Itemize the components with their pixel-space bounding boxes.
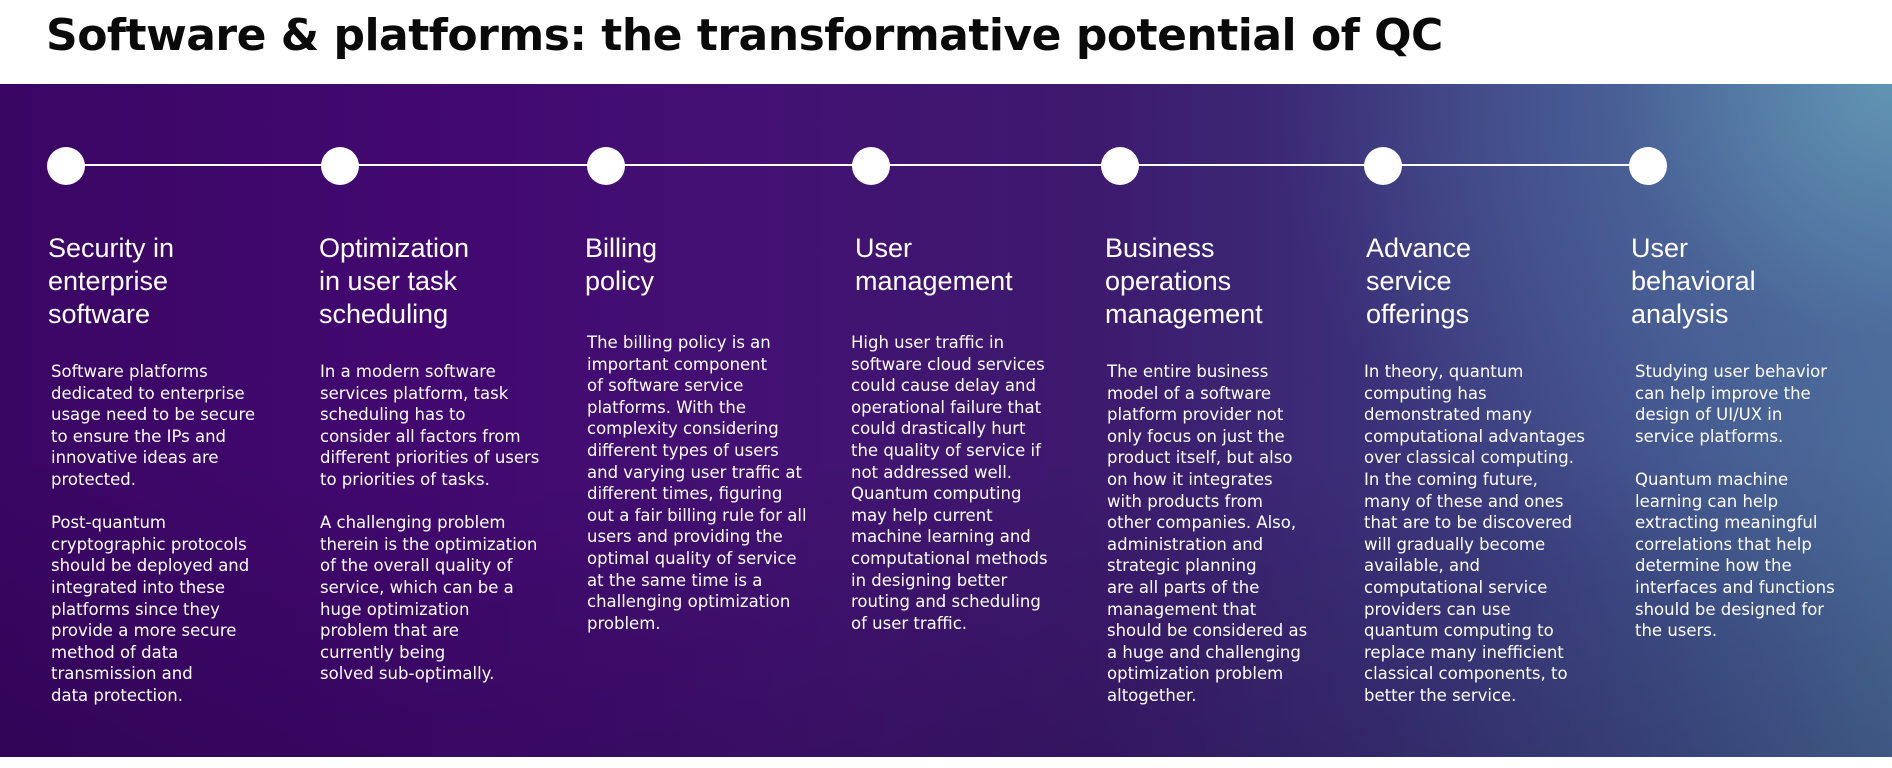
column-body-billing: The billing policy is an important compo… (587, 333, 807, 633)
header: Software & platforms: the transformative… (0, 0, 1892, 85)
timeline-node-billing (587, 147, 625, 185)
timeline-node-service-offerings (1364, 147, 1402, 185)
column-body-security: Software platforms dedicated to enterpri… (51, 362, 256, 705)
column-body-business-operations: The entire business model of a software … (1107, 362, 1308, 705)
timeline-node-task-scheduling (321, 147, 359, 185)
column-title-service-offerings: Advance service offerings (1366, 233, 1472, 329)
page-title: Software & platforms: the transformative… (46, 10, 1443, 61)
column-body-service-offerings: In theory, quantum computing has demonst… (1364, 362, 1586, 705)
timeline-node-business-operations (1101, 147, 1139, 185)
timeline-node-behavioral-analysis (1629, 147, 1667, 185)
timeline-node-user-management (852, 147, 890, 185)
timeline-panel: Security in enterprise software Software… (0, 84, 1892, 757)
column-title-user-management: User management (855, 233, 1013, 296)
column-body-task-scheduling: In a modern software services platform, … (320, 362, 540, 684)
column-title-business-operations: Business operations management (1105, 233, 1263, 329)
timeline-node-security (47, 147, 85, 185)
bottom-margin (0, 757, 1892, 768)
column-body-behavioral-analysis: Studying user behavior can help improve … (1635, 362, 1835, 641)
column-title-behavioral-analysis: User behavioral analysis (1631, 233, 1756, 329)
column-title-billing: Billing policy (585, 233, 658, 296)
column-body-user-management: High user traffic in software cloud serv… (851, 333, 1048, 633)
column-title-security: Security in enterprise software (48, 233, 175, 329)
column-title-task-scheduling: Optimization in user task scheduling (319, 233, 470, 329)
